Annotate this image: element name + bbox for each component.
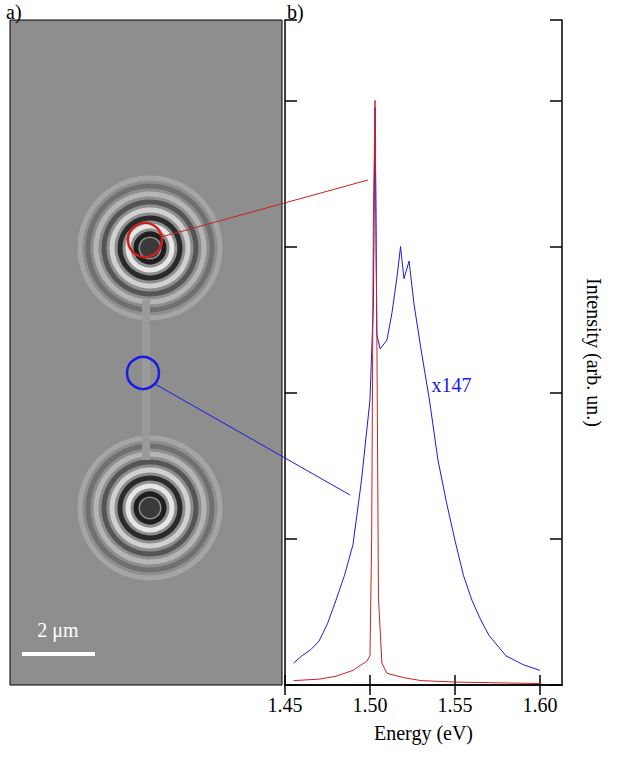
- svg-text:2 μm: 2 μm: [37, 619, 79, 642]
- svg-text:a): a): [6, 1, 22, 24]
- svg-text:1.50: 1.50: [352, 694, 387, 716]
- svg-text:Energy (eV): Energy (eV): [374, 722, 473, 745]
- svg-text:x147: x147: [432, 374, 472, 396]
- svg-text:1.55: 1.55: [437, 694, 472, 716]
- svg-text:1.45: 1.45: [268, 694, 303, 716]
- svg-text:b): b): [287, 1, 304, 24]
- svg-text:1.60: 1.60: [522, 694, 557, 716]
- svg-text:Intensity (arb. un.): Intensity (arb. un.): [582, 278, 605, 427]
